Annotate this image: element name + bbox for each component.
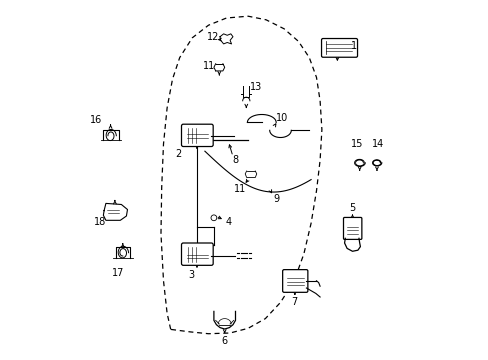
FancyBboxPatch shape — [181, 124, 213, 147]
Text: 1: 1 — [350, 41, 356, 51]
Text: 16: 16 — [90, 115, 102, 125]
Text: 11: 11 — [234, 184, 246, 194]
Text: 8: 8 — [232, 155, 239, 165]
Text: 17: 17 — [111, 268, 124, 278]
Text: 15: 15 — [350, 139, 362, 149]
FancyBboxPatch shape — [343, 217, 361, 239]
Text: 9: 9 — [273, 194, 279, 204]
Text: 7: 7 — [290, 297, 296, 307]
Text: 5: 5 — [348, 203, 355, 213]
Text: 4: 4 — [225, 217, 231, 228]
Text: 3: 3 — [188, 270, 194, 280]
Text: 12: 12 — [206, 32, 219, 42]
Text: 14: 14 — [371, 139, 383, 149]
Text: 2: 2 — [174, 149, 181, 159]
FancyBboxPatch shape — [181, 243, 213, 265]
FancyBboxPatch shape — [282, 270, 307, 292]
Text: 18: 18 — [94, 217, 106, 228]
FancyBboxPatch shape — [321, 39, 357, 57]
Text: 13: 13 — [250, 82, 262, 92]
Circle shape — [211, 215, 216, 221]
Text: 6: 6 — [221, 336, 227, 346]
Text: 11: 11 — [203, 60, 215, 71]
Text: 10: 10 — [275, 113, 287, 123]
